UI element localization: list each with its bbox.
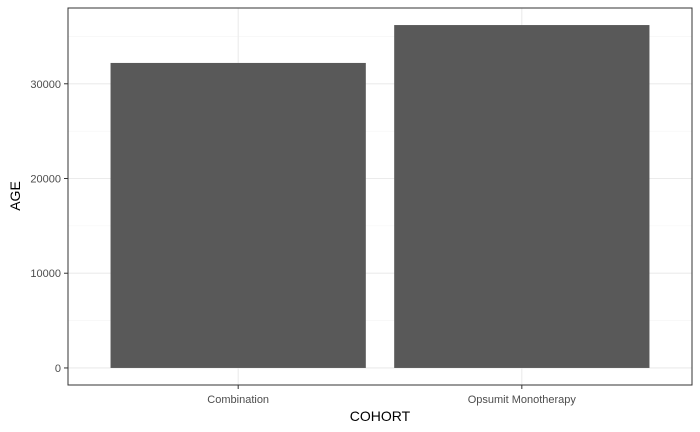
- x-tick-label: Combination: [207, 394, 269, 406]
- y-tick-label: 0: [55, 363, 61, 375]
- x-tick-label: Opsumit Monotherapy: [468, 394, 577, 406]
- y-tick-label: 30000: [30, 79, 61, 91]
- y-tick-label: 10000: [30, 268, 61, 280]
- axis-ticks: 0 10000 20000 30000 Combination Opsumit Monot…: [30, 79, 576, 406]
- bar-opsumit-monotherapy: [394, 25, 650, 368]
- x-axis-title: COHORT: [350, 408, 411, 424]
- y-axis-title: AGE: [7, 181, 23, 211]
- panel-border: [67, 7, 693, 386]
- y-tick-label: 20000: [30, 174, 61, 186]
- bar-combination: [110, 62, 366, 368]
- bars: [110, 25, 650, 368]
